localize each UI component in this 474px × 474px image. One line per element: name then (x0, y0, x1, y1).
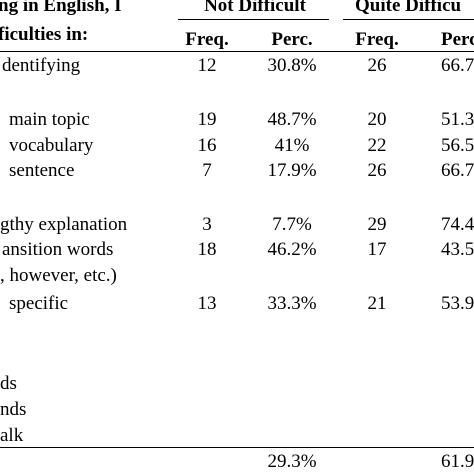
row-label: specific (9, 293, 69, 314)
cell-qd-perc: 74.4 (441, 214, 474, 235)
row-label: vocabulary (9, 135, 94, 156)
row-label: gthy explanation (0, 214, 128, 235)
group-quite-difficult: Quite Difficu (355, 0, 462, 16)
cell-qd-freq: 21 (367, 293, 387, 314)
total-nd-perc: 29.3% (267, 451, 317, 472)
header-rule (0, 51, 474, 52)
cell-qd-freq: 26 (367, 160, 387, 181)
cell-nd-perc: 48.7% (267, 109, 317, 130)
cell-qd-perc: 51.3 (441, 109, 474, 130)
cell-nd-freq: 16 (197, 135, 217, 156)
row-label: sentence (9, 160, 75, 181)
cell-nd-perc: 17.9% (267, 160, 317, 181)
cell-nd-perc: 46.2% (267, 239, 317, 260)
cell-qd-perc: 56.5 (441, 135, 474, 156)
header-line-1: ng in English, I (0, 0, 122, 16)
cell-qd-perc: 66.7 (441, 160, 474, 181)
cell-qd-freq: 29 (367, 214, 387, 235)
cell-nd-perc: 7.7% (272, 214, 312, 235)
total-qd-perc: 61.9 (441, 451, 474, 472)
col-header-qd-freq: Freq. (355, 29, 399, 50)
cell-qd-freq: 22 (367, 135, 387, 156)
cell-nd-freq: 12 (197, 55, 217, 76)
cell-nd-freq: 7 (202, 160, 212, 181)
header-line-2: ficulties in: (0, 24, 89, 45)
cell-nd-perc: 41% (274, 135, 310, 156)
cell-nd-freq: 19 (197, 109, 217, 130)
cell-qd-freq: 20 (367, 109, 387, 130)
group-underline-not-difficult (178, 19, 329, 20)
row-label: , however, etc.) (0, 265, 117, 286)
cell-nd-freq: 18 (197, 239, 217, 260)
row-label: nds (0, 399, 27, 420)
cell-qd-freq: 17 (367, 239, 387, 260)
row-label: main topic (9, 109, 90, 130)
group-not-difficult: Not Difficult (204, 0, 306, 16)
col-header-nd-perc: Perc. (271, 29, 313, 50)
cell-nd-perc: 33.3% (267, 293, 317, 314)
row-label: ansition words (2, 239, 114, 260)
col-header-nd-freq: Freq. (185, 29, 229, 50)
row-label: ds (0, 373, 17, 394)
cell-nd-freq: 13 (197, 293, 217, 314)
cell-qd-perc: 53.9 (441, 293, 474, 314)
cell-qd-perc: 43.5 (441, 239, 474, 260)
cell-qd-freq: 26 (367, 55, 387, 76)
row-label: alk (0, 425, 24, 446)
group-underline-quite-difficult (343, 19, 474, 20)
cell-qd-perc: 66.7 (441, 55, 474, 76)
total-rule (0, 447, 474, 448)
cell-nd-perc: 30.8% (267, 55, 317, 76)
row-label: dentifying (2, 55, 81, 76)
cell-nd-freq: 3 (202, 214, 212, 235)
col-header-qd-perc: Perc (441, 29, 474, 50)
